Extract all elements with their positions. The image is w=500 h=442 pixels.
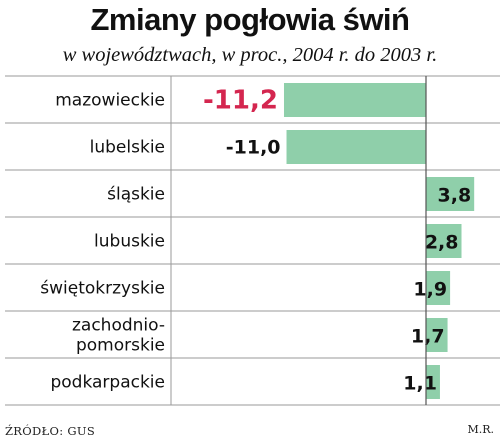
bar xyxy=(426,365,440,399)
category-label: lubelskie xyxy=(90,138,165,158)
bar xyxy=(286,130,426,164)
value-label: 1,1 xyxy=(403,373,437,395)
category-label: śląskie xyxy=(107,185,165,205)
value-label: -11,0 xyxy=(226,137,281,159)
chart-title: Zmiany pogłowia świń xyxy=(90,2,410,37)
bar xyxy=(426,318,448,352)
category-label: lubuskie xyxy=(94,232,165,252)
category-label: zachodnio- xyxy=(72,316,165,336)
bar xyxy=(283,83,426,117)
category-label: pomorskie xyxy=(76,336,165,356)
value-label: 2,8 xyxy=(425,232,459,254)
category-label: podkarpackie xyxy=(50,373,165,393)
value-label: 1,7 xyxy=(411,326,445,348)
value-label: -11,2 xyxy=(203,86,278,116)
chart-subtitle: w województwach, w proc., 2004 r. do 200… xyxy=(62,44,438,66)
source-note: ŹRÓDŁO: GUS xyxy=(5,424,96,438)
value-label: 1,9 xyxy=(413,279,447,301)
bar xyxy=(426,177,475,211)
bar xyxy=(426,224,462,258)
category-label: mazowieckie xyxy=(55,91,165,111)
category-label: świętokrzyskie xyxy=(40,279,165,299)
bar xyxy=(426,271,451,305)
value-label: 3,8 xyxy=(438,185,472,207)
author-initials: M.R. xyxy=(467,423,494,436)
